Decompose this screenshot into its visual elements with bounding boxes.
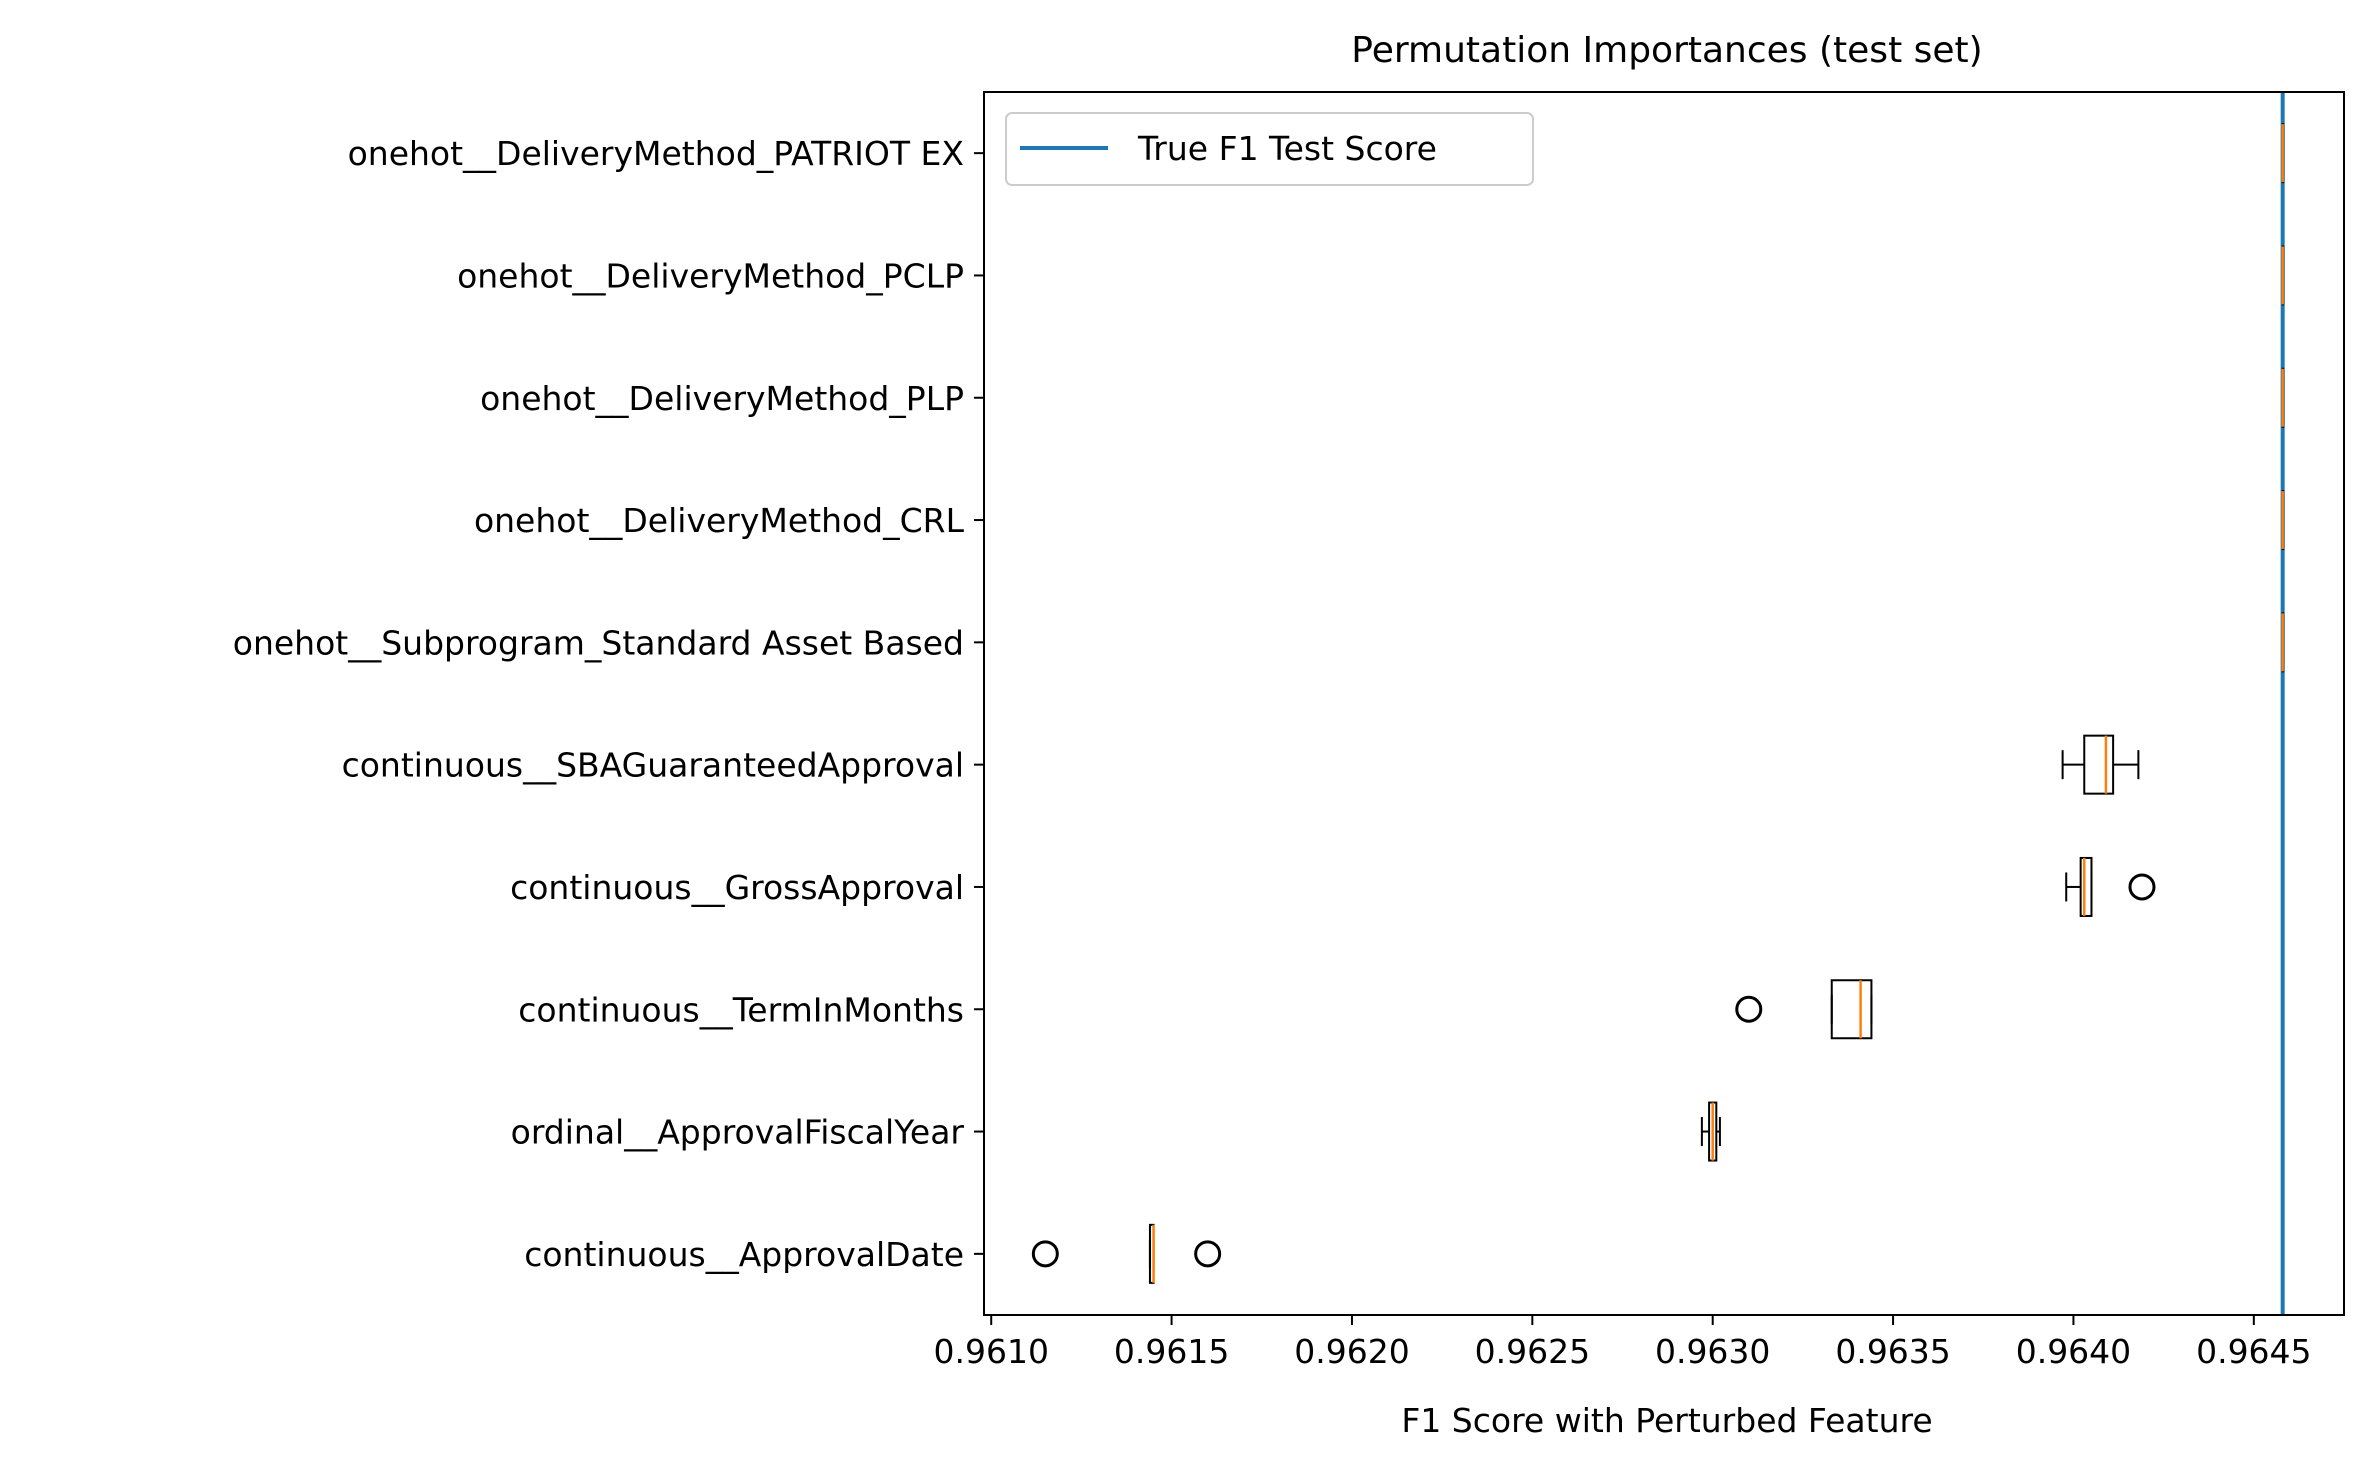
chart-title: Permutation Importances (test set) [1351,30,1982,71]
x-tick-label: 0.9635 [1835,1332,1950,1371]
y-tick-label: continuous__TermInMonths [518,990,964,1029]
y-tick-label: onehot__DeliveryMethod_PCLP [457,256,964,295]
x-tick-label: 0.9610 [933,1332,1048,1371]
x-axis-label: F1 Score with Perturbed Feature [1401,1401,1932,1440]
y-tick-label: continuous__ApprovalDate [524,1235,964,1274]
x-tick-label: 0.9640 [2016,1332,2131,1371]
outlier-point [1194,1240,1222,1268]
box [2083,734,2115,795]
y-tick-label: onehot__DeliveryMethod_PATRIOT EX [348,134,964,173]
x-tick-label: 0.9620 [1294,1332,1409,1371]
legend[interactable]: True F1 Test Score [1005,112,1534,186]
x-tick-label: 0.9645 [2196,1332,2311,1371]
outlier-point [1031,1240,1059,1268]
y-tick-label: onehot__Subprogram_Standard Asset Based [233,623,964,662]
outlier-point [1735,995,1763,1023]
y-tick-label: onehot__DeliveryMethod_PLP [480,379,964,418]
y-tick-label: continuous__GrossApproval [510,868,964,907]
outlier-point [2128,873,2156,901]
plot-frame [983,91,2345,1316]
y-tick-label: ordinal__ApprovalFiscalYear [511,1113,965,1152]
x-tick-label: 0.9630 [1655,1332,1770,1371]
x-tick-label: 0.9615 [1114,1332,1229,1371]
y-tick-label: onehot__DeliveryMethod_CRL [474,501,965,540]
plot-area: 0.9610 0.9615 0.9620 0.9625 0.9630 0.9635 0.96… [233,92,2312,1371]
box [2079,856,2093,917]
legend-label: True F1 Test Score [1137,129,1437,168]
legend-box [1005,112,1534,186]
y-tick-label: continuous__SBAGuaranteedApproval [342,746,964,785]
box [1830,979,1873,1040]
x-tick-label: 0.9625 [1475,1332,1590,1371]
